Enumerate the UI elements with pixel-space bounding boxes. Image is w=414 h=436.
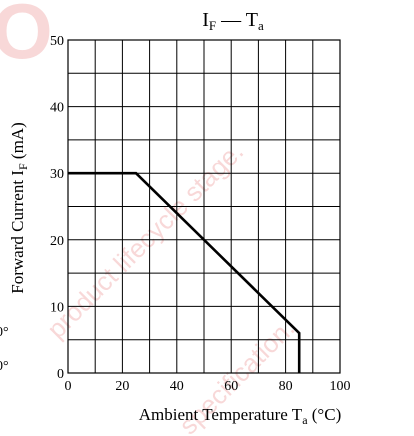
series-line-1	[68, 171, 301, 373]
x-tick-label: 40	[170, 379, 184, 394]
y-tick-label: 30	[50, 167, 64, 182]
y-tick-label: 20	[50, 234, 64, 249]
y-tick-label: 0	[57, 367, 64, 382]
y-tick-label: 50	[50, 34, 64, 49]
edge-fragment-2: 0°	[0, 359, 9, 374]
series-layer	[68, 171, 301, 373]
chart-title: IF — Ta	[202, 9, 264, 33]
watermark-letter: O	[0, 0, 53, 75]
y-axis-label: Forward Current IF (mA)	[8, 122, 30, 293]
x-tick-label: 60	[224, 379, 238, 394]
x-tick-label: 100	[330, 379, 351, 394]
plot-frame	[67, 39, 341, 374]
x-tick-label: 20	[115, 379, 129, 394]
grid	[67, 39, 341, 374]
y-tick-label: 40	[50, 101, 64, 116]
y-tick-label: 10	[50, 300, 64, 315]
tick-labels: 0 20 40 60 80 100 0 10 20 30 40 50	[50, 34, 351, 394]
x-tick-label: 0	[65, 379, 72, 394]
edge-fragment-1: 0°	[0, 325, 9, 340]
x-axis-label: Ambient Temperature Ta (°C)	[139, 405, 341, 427]
x-tick-label: 80	[279, 379, 293, 394]
